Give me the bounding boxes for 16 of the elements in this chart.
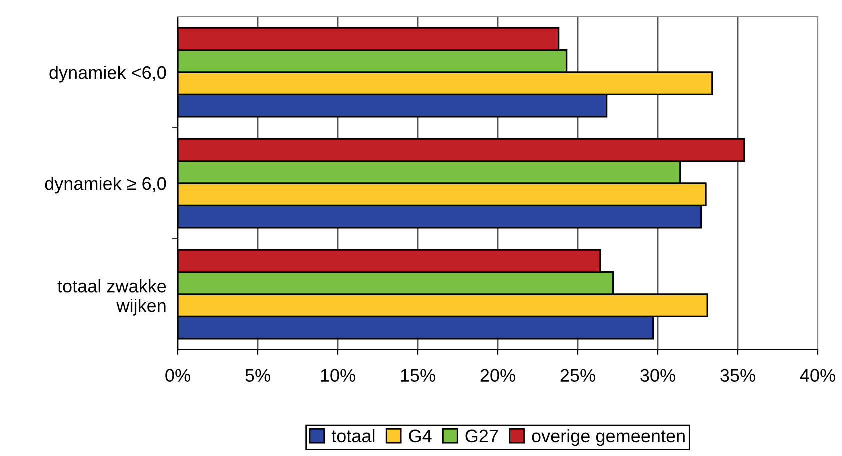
legend-label: G4	[409, 430, 432, 443]
x-tick-label: 15%	[401, 369, 436, 382]
legend-label: G27	[466, 430, 498, 443]
legend-label: totaal	[332, 429, 375, 443]
x-tick-label: 5%	[246, 369, 270, 382]
x-tick-label: 0%	[166, 369, 190, 382]
y-tick-label: dynamiek ≥ 6,0	[45, 176, 166, 194]
y-tick-label: totaal zwakke wijken	[58, 280, 166, 316]
legend-label: overige gemeenten	[532, 429, 685, 446]
x-tick-label: 10%	[321, 369, 356, 382]
x-tick-label: 40%	[800, 369, 836, 382]
x-tick-label: 20%	[480, 369, 516, 382]
x-tick-label: 25%	[560, 369, 596, 382]
x-tick-label: 35%	[720, 369, 756, 382]
x-tick-label: 30%	[640, 369, 676, 382]
y-tick-label: dynamiek <6,0	[50, 66, 166, 83]
